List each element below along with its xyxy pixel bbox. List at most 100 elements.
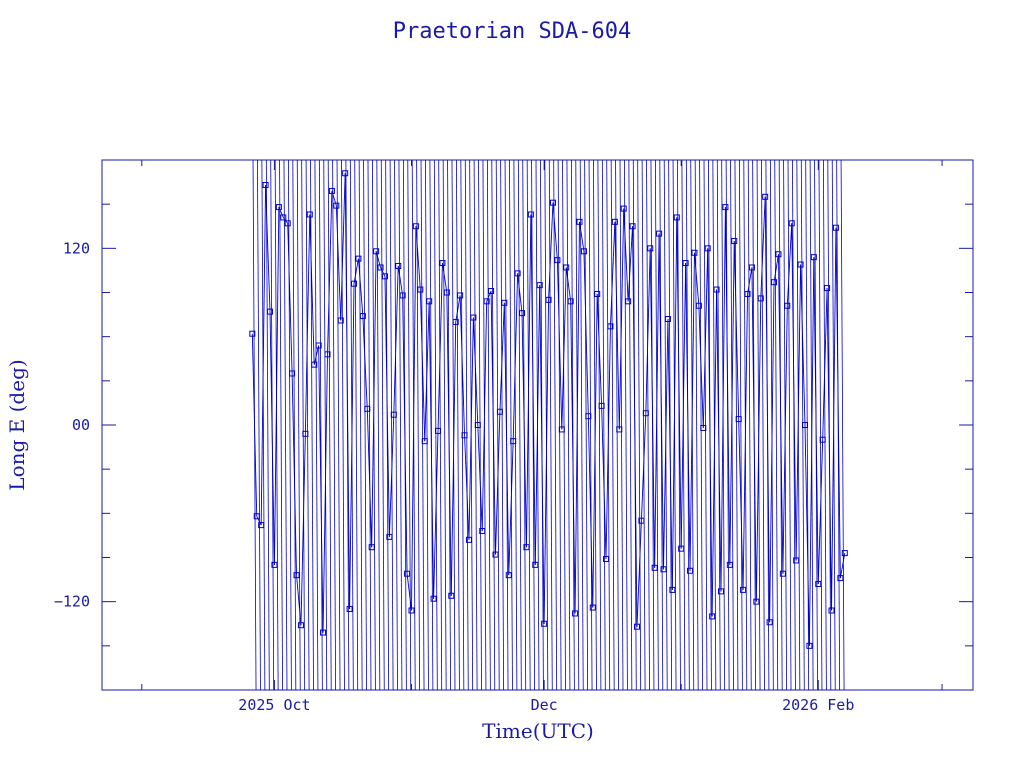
series-0-point-83: [616, 426, 623, 433]
series-0-segment-52-3: [484, 301, 488, 378]
series-0-segment-132-1: [835, 227, 838, 345]
series-0-point-57: [501, 299, 508, 306]
series-0-wrap-7: [283, 160, 288, 690]
series-0-wrap-122: [792, 160, 796, 690]
series-0-point-48: [461, 432, 468, 439]
series-0-wrap-95: [672, 160, 677, 690]
series-0-point-75: [580, 248, 587, 255]
series-0-segment-65-1: [539, 285, 542, 399]
series-0-wrap-13: [310, 160, 314, 690]
series-0-wrap-63: [531, 160, 535, 690]
series-0-wrap-60: [517, 160, 522, 690]
series-0-wrap-106: [721, 160, 726, 690]
series-0-segment-38-3: [422, 390, 426, 442]
series-0-point-122: [788, 220, 795, 227]
series-0-segment-113-1: [751, 267, 754, 379]
series-0-point-115: [757, 295, 764, 302]
series-0-wrap-24: [358, 160, 363, 690]
series-0-segment-34-3: [405, 480, 408, 574]
series-0-segment-40-3: [431, 499, 435, 599]
series-0-segment-59-3: [515, 273, 519, 330]
series-0-segment-73-3: [577, 221, 580, 353]
series-0-segment-35-2: [408, 585, 411, 599]
series-0-wrap-26: [367, 160, 372, 690]
series-0-point-113: [748, 264, 755, 271]
series-0-segment-124-3: [803, 371, 806, 426]
series-0-segment-58-3: [511, 441, 514, 486]
series-0-segment-5-1: [273, 445, 277, 565]
series-0-segment-91-1: [654, 456, 657, 568]
series-0-wrap-117: [769, 160, 774, 690]
series-0-point-97: [678, 545, 685, 552]
series-0-point-105: [713, 286, 720, 293]
series-0-segment-89-1: [645, 358, 648, 414]
series-0-wrap-119: [778, 160, 783, 690]
series-0-wrap-22: [349, 160, 354, 690]
series-0-point-93: [660, 566, 667, 573]
series-0-segment-130-1: [826, 288, 830, 396]
series-0-wrap-91: [654, 160, 659, 690]
series-0-segment-78-1: [596, 293, 600, 332]
series-0-segment-27-1: [371, 448, 374, 548]
y-tick-label-2: −120: [54, 593, 90, 611]
series-0-point-125: [801, 422, 808, 428]
series-0-segment-32-3: [396, 265, 399, 316]
series-0-wrap-84: [624, 160, 628, 690]
series-0-segment-90-1: [649, 248, 653, 355]
series-0-segment-106-1: [720, 463, 723, 592]
series-0-wrap-94: [668, 160, 673, 690]
series-0-segment-123-1: [795, 461, 799, 561]
series-0-point-18: [328, 187, 335, 194]
series-0-point-10: [293, 572, 300, 579]
series-0-segment-22-1: [349, 500, 352, 610]
series-0-point-82: [611, 218, 618, 225]
series-0-segment-25-1: [362, 316, 365, 347]
series-0-point-96: [673, 214, 680, 221]
x-axis-label: Time(UTC): [482, 719, 594, 743]
series-0-segment-80-1: [605, 481, 608, 559]
series-0-point-103: [704, 245, 711, 252]
series-0-point-42: [435, 427, 442, 434]
series-0-segment-43-3: [444, 282, 448, 293]
series-0-wrap-46: [456, 160, 460, 690]
series-0-point-12: [302, 430, 309, 437]
series-0-wrap-81: [610, 160, 615, 690]
data-series: [249, 160, 848, 690]
series-0-segment-106-3: [723, 207, 726, 336]
chart-title: Praetorian SDA-604: [393, 19, 631, 44]
series-0-wrap-69: [557, 160, 562, 690]
series-0-wrap-57: [504, 160, 509, 690]
series-0-point-76: [585, 413, 592, 420]
series-0-segment-132-3: [838, 461, 841, 579]
series-0-point-28: [373, 248, 380, 255]
series-0-point-117: [766, 619, 773, 626]
series-0-wrap-90: [650, 160, 655, 690]
series-0-segment-128-1: [817, 535, 821, 585]
series-0-segment-56-1: [499, 375, 502, 412]
series-0-point-68: [549, 199, 556, 206]
series-0-segment-70-1: [561, 375, 564, 430]
series-0-wrap-15: [318, 160, 323, 690]
series-0-segment-97-3: [683, 263, 687, 359]
series-0-segment-86-1: [632, 226, 635, 360]
series-0-segment-95-1: [671, 465, 675, 590]
series-0-wrap-49: [469, 160, 474, 690]
series-0-point-65: [536, 282, 543, 289]
series-0-segment-0-3: [254, 455, 258, 517]
series-0-segment-98-1: [685, 263, 688, 366]
series-0-segment-0-1: [251, 333, 255, 395]
series-0-wrap-103: [708, 160, 712, 690]
series-0-segment-108-1: [729, 456, 732, 565]
series-0-point-134: [841, 550, 848, 557]
series-0-segment-7-3: [285, 221, 289, 224]
series-0-wrap-79: [601, 160, 606, 690]
series-0-point-15: [315, 342, 322, 349]
series-0-point-121: [784, 302, 791, 309]
series-0-point-90: [647, 245, 654, 252]
series-0-point-89: [642, 410, 649, 417]
series-0-wrap-32: [394, 160, 398, 690]
series-0-segment-74-2: [580, 231, 583, 242]
series-0-point-1: [253, 513, 260, 520]
series-0-point-52: [479, 528, 486, 534]
series-0-segment-77-1: [592, 503, 595, 608]
